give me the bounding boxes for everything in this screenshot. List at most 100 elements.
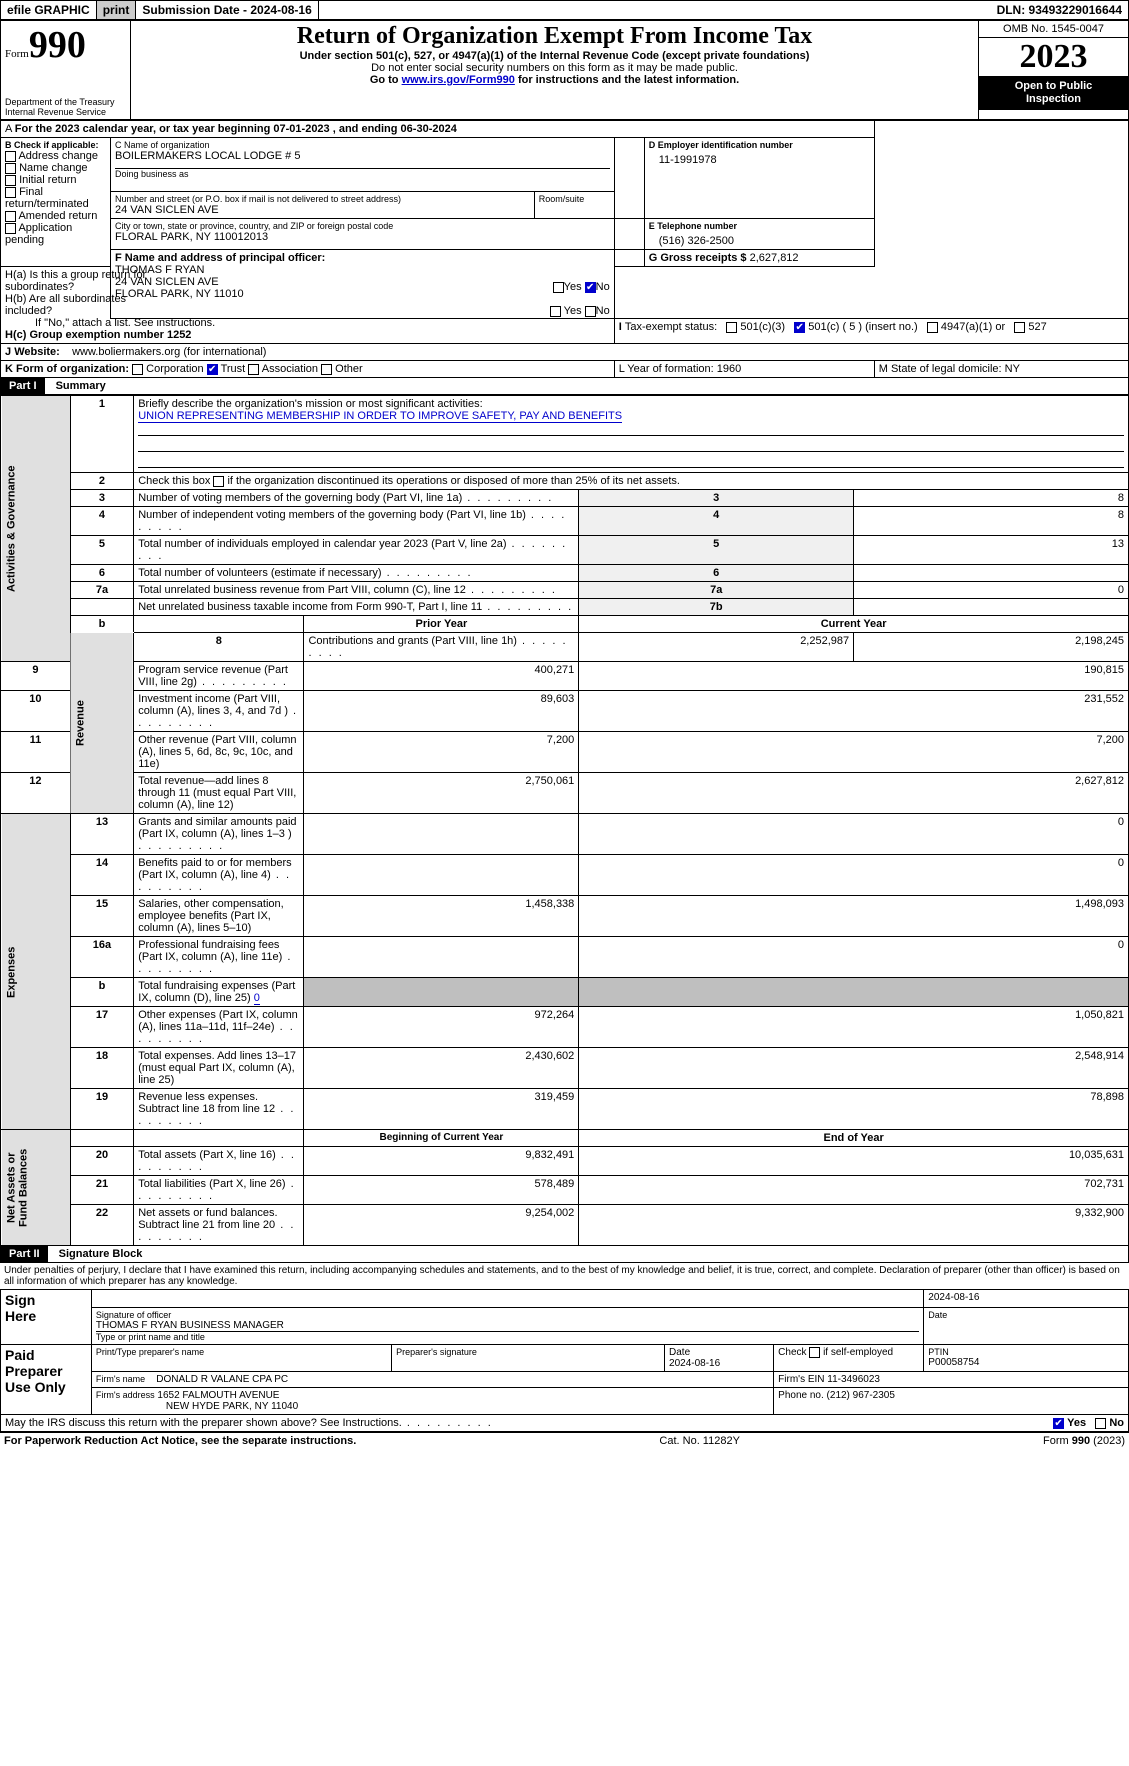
dba-label: Doing business as [115, 168, 610, 179]
discuss-no[interactable] [1095, 1418, 1106, 1429]
type-title: Type or print name and title [96, 1331, 919, 1342]
part2-banner: Part II [1, 1246, 48, 1262]
l8: Contributions and grants (Part VIII, lin… [308, 635, 567, 659]
tax-label: Tax-exempt status: [625, 321, 717, 333]
chk-other[interactable] [321, 364, 332, 375]
prep-name-label: Print/Type preparer's name [96, 1347, 387, 1357]
goto-link[interactable]: www.irs.gov/Form990 [402, 74, 515, 86]
l22: Net assets or fund balances. Subtract li… [138, 1207, 295, 1243]
org-name: BOILERMAKERS LOCAL LODGE # 5 [115, 150, 610, 162]
officer: THOMAS F RYAN BUSINESS MANAGER [96, 1320, 919, 1331]
p12: 2,750,061 [304, 773, 579, 814]
chk-amend[interactable] [5, 211, 16, 222]
room-label: Room/suite [539, 194, 610, 204]
hb-no[interactable] [585, 306, 596, 317]
chk-final[interactable] [5, 187, 16, 198]
cat: Cat. No. 11282Y [659, 1435, 740, 1447]
boxC-label: C Name of organization [115, 140, 610, 150]
part1-banner: Part I [1, 378, 45, 394]
date1: 2024-08-16 [924, 1290, 1129, 1308]
l1: Briefly describe the organization's miss… [138, 398, 482, 410]
l7a: Total unrelated business revenue from Pa… [138, 584, 557, 596]
l6: Total number of volunteers (estimate if … [138, 567, 472, 579]
hb-yes[interactable] [550, 306, 561, 317]
prep-sig-label: Preparer's signature [396, 1347, 660, 1357]
p11: 7,200 [304, 732, 579, 773]
chk-4947[interactable] [927, 322, 938, 333]
part2-title: Signature Block [51, 1246, 151, 1262]
chk-trust[interactable] [207, 364, 218, 375]
vlabel-rev: Revenue [70, 633, 133, 814]
chk-addr[interactable] [5, 151, 16, 162]
open-inspection: Open to Public Inspection [979, 76, 1128, 110]
chk-name[interactable] [5, 163, 16, 174]
chk-527[interactable] [1014, 322, 1025, 333]
p8: 2,252,987 [579, 633, 854, 662]
date-label: Date [928, 1310, 1124, 1320]
form-title: Return of Organization Exempt From Incom… [135, 23, 974, 50]
boxB-title: B Check if applicable: [5, 140, 106, 150]
chk-501c5[interactable] [794, 322, 805, 333]
ptin-label: PTIN [928, 1347, 1124, 1357]
l1v: UNION REPRESENTING MEMBERSHIP IN ORDER T… [138, 410, 622, 423]
ha-no[interactable] [585, 282, 596, 293]
c19: 78,898 [579, 1089, 1129, 1130]
l15: Salaries, other compensation, employee b… [138, 898, 284, 934]
p20: 9,832,491 [304, 1147, 579, 1176]
vlabel-net: Net Assets or Fund Balances [1, 1130, 71, 1246]
p17: 972,264 [304, 1007, 579, 1048]
chk-assoc[interactable] [248, 364, 259, 375]
efile-label: efile GRAPHIC [1, 1, 97, 19]
chk-501c3[interactable] [726, 322, 737, 333]
city: FLORAL PARK, NY 110012013 [115, 231, 610, 243]
v3: 8 [854, 490, 1129, 507]
c9: 190,815 [579, 662, 1129, 691]
may-discuss: May the IRS discuss this return with the… [5, 1417, 493, 1429]
goto-prefix: Go to [370, 74, 402, 86]
chk-corp[interactable] [132, 364, 143, 375]
p15: 1,458,338 [304, 896, 579, 937]
p18: 2,430,602 [304, 1048, 579, 1089]
hb-note: If "No," attach a list. See instructions… [5, 317, 610, 329]
info-boxes: A For the 2023 calendar year, or tax yea… [0, 120, 1129, 378]
boxE-label: E Telephone number [649, 221, 870, 231]
c12: 2,627,812 [579, 773, 1129, 814]
subtitle2: Do not enter social security numbers on … [135, 62, 974, 74]
print-button[interactable]: print [97, 1, 137, 19]
c16a: 0 [579, 937, 1129, 978]
addr-label: Number and street (or P.O. box if mail i… [115, 194, 530, 204]
firm-addr-label: Firm's address [96, 1390, 155, 1400]
chk-initial[interactable] [5, 175, 16, 186]
signature-table: Sign Here 2024-08-16 Signature of office… [0, 1289, 1129, 1415]
boxG-label: G Gross receipts $ [649, 252, 747, 264]
firm-addr2: NEW HYDE PARK, NY 11040 [96, 1401, 298, 1412]
firm-addr1: 1652 FALMOUTH AVENUE [157, 1390, 279, 1401]
col-beg: Beginning of Current Year [304, 1130, 579, 1147]
boxD-label: D Employer identification number [649, 140, 870, 150]
boxM: M State of legal domicile: NY [874, 361, 1128, 378]
c14: 0 [579, 855, 1129, 896]
omb: OMB No. 1545-0047 [979, 21, 1128, 38]
ptin: P00058754 [928, 1357, 1124, 1368]
firm-name: DONALD R VALANE CPA PC [156, 1374, 288, 1385]
c10: 231,552 [579, 691, 1129, 732]
chk-self[interactable] [809, 1347, 820, 1358]
v6 [854, 565, 1129, 582]
ha-yes[interactable] [553, 282, 564, 293]
l12: Total revenue—add lines 8 through 11 (mu… [138, 775, 296, 811]
chk-l2[interactable] [213, 476, 224, 487]
l19: Revenue less expenses. Subtract line 18 … [138, 1091, 295, 1127]
v7b [854, 599, 1129, 616]
vlabel-gov: Activities & Governance [1, 396, 71, 662]
l16b-val: 0 [254, 992, 260, 1005]
discuss-yes[interactable] [1053, 1418, 1064, 1429]
firm-name-label: Firm's name [96, 1374, 145, 1384]
hc: H(c) Group exemption number 1252 [5, 329, 610, 341]
c8: 2,198,245 [854, 633, 1129, 662]
boxK: K Form of organization: [5, 363, 129, 375]
chk-app[interactable] [5, 223, 16, 234]
c22: 9,332,900 [579, 1205, 1129, 1246]
form-label: Form [5, 48, 29, 60]
submission-date: Submission Date - 2024-08-16 [136, 1, 318, 19]
l14: Benefits paid to or for members (Part IX… [138, 857, 291, 893]
